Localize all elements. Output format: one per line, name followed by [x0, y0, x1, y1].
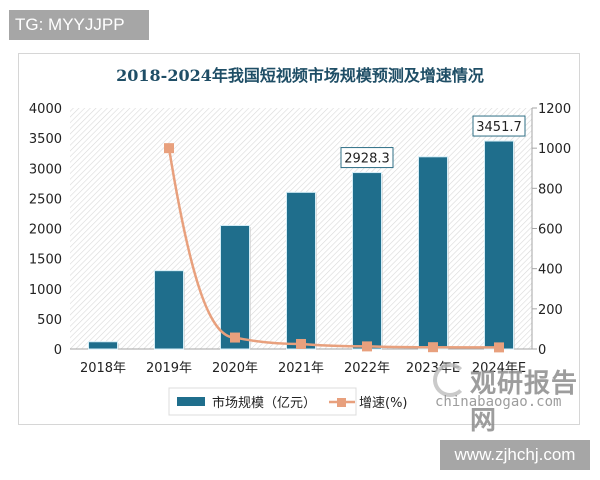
right-tick-label: 1200	[538, 102, 571, 117]
data-label: 2928.3	[344, 152, 390, 167]
x-tick-label: 2024年E	[472, 361, 526, 376]
left-tick-label: 1500	[29, 253, 62, 268]
bar	[154, 270, 184, 350]
line-marker	[362, 341, 372, 352]
left-tick-label: 0	[54, 343, 62, 358]
left-tick-label: 4000	[29, 102, 62, 117]
x-axis: 2018年 2019年 2020年 2021年 2022年 2023年E 2024年E	[80, 361, 526, 376]
line-marker	[296, 338, 306, 349]
legend-label-bar: 市场规模（亿元）	[212, 395, 316, 411]
x-tick-label: 2022年	[344, 361, 390, 376]
right-tick-label: 200	[538, 303, 563, 318]
left-tick-label: 2500	[29, 192, 62, 207]
bar	[484, 140, 514, 350]
brand-url-watermark: chinabaogao.com	[435, 394, 562, 410]
bar	[286, 191, 316, 350]
data-label: 3451.7	[476, 120, 522, 135]
left-tick-label: 1000	[29, 283, 62, 298]
left-tick-label: 3000	[29, 162, 62, 177]
top-watermark-tag: TG: MYYJJPP	[9, 10, 149, 40]
left-axis: 0 500 1000 1500 2000 2500 3000 3500 4000	[29, 102, 532, 358]
right-tick-label: 800	[538, 182, 563, 197]
left-tick-label: 2000	[29, 223, 62, 238]
x-tick-label: 2020年	[212, 361, 258, 376]
data-labels: 2928.3 3451.7	[340, 115, 526, 169]
right-tick-label: 600	[538, 223, 563, 238]
left-tick-label: 500	[37, 313, 62, 328]
bar	[418, 156, 448, 350]
left-tick-label: 3500	[29, 132, 62, 147]
right-tick-label: 0	[538, 343, 546, 358]
bar	[220, 224, 250, 350]
line-series	[164, 143, 504, 353]
right-tick-label: 1000	[538, 142, 571, 157]
bar-series	[88, 140, 515, 350]
bar	[352, 172, 382, 350]
brand-logo-icon	[433, 363, 467, 397]
line-marker	[428, 342, 438, 353]
x-tick-label: 2021年	[278, 361, 324, 376]
right-tick-label: 400	[538, 263, 563, 278]
legend-label-line: 增速(%)	[359, 396, 408, 411]
x-tick-label: 2018年	[80, 361, 126, 376]
legend: 市场规模（亿元） 增速(%)	[168, 387, 408, 416]
brand-watermark: 观研报告网	[470, 369, 579, 436]
bottom-watermark-tag: www.zjhchj.com	[440, 440, 590, 470]
right-axis: 0 200 400 600 800 1000 1200	[531, 102, 571, 358]
bar	[88, 341, 118, 350]
line-marker	[230, 332, 240, 343]
line-marker	[494, 342, 504, 353]
line-marker	[164, 143, 174, 154]
chart-title: 2018-2024年我国短视频市场规模预测及增速情况	[116, 66, 484, 85]
x-tick-label: 2019年	[146, 361, 192, 376]
